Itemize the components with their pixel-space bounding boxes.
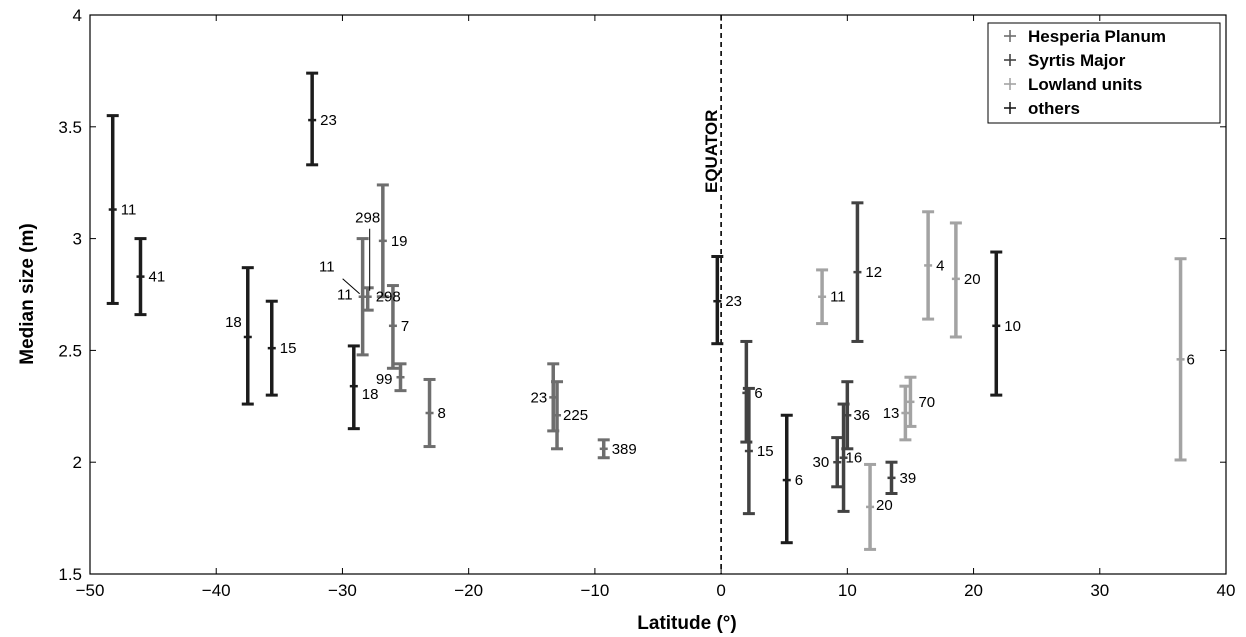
legend-entry: others bbox=[1028, 99, 1080, 118]
x-tick-label: −20 bbox=[454, 581, 483, 600]
legend-entry: Syrtis Major bbox=[1028, 51, 1126, 70]
error-bar bbox=[394, 362, 407, 393]
legend-box bbox=[987, 22, 1221, 124]
count-label: 23 bbox=[725, 293, 742, 310]
x-tick-label: 20 bbox=[964, 581, 983, 600]
count-label: 298 bbox=[355, 210, 380, 227]
count-label: 41 bbox=[148, 269, 165, 286]
error-bar bbox=[1174, 257, 1187, 462]
error-bar bbox=[551, 380, 564, 451]
error-bar bbox=[899, 384, 912, 442]
error-bar bbox=[742, 386, 755, 516]
error-bar bbox=[780, 413, 793, 545]
error-bar bbox=[922, 210, 935, 321]
count-label: 8 bbox=[438, 405, 446, 422]
legend-entry: Hesperia Planum bbox=[1028, 27, 1166, 46]
count-label: 11 bbox=[121, 202, 137, 219]
y-tick-label: 3 bbox=[73, 230, 82, 249]
equator-marker: EQUATOR bbox=[702, 15, 722, 574]
count-label: 13 bbox=[883, 405, 900, 422]
count-label: 30 bbox=[813, 454, 830, 471]
x-tick-label: 0 bbox=[716, 581, 725, 600]
error-bar bbox=[361, 286, 374, 312]
y-tick-label: 1.5 bbox=[58, 565, 82, 584]
error-bar bbox=[423, 377, 436, 449]
count-label: 7 bbox=[401, 318, 409, 335]
plot-border bbox=[89, 14, 1227, 575]
x-tick-label: −50 bbox=[76, 581, 105, 600]
count-label: 12 bbox=[865, 264, 882, 281]
error-bars bbox=[106, 71, 1187, 551]
count-label: 298 bbox=[376, 289, 401, 306]
count-label: 4 bbox=[936, 257, 944, 274]
error-bar bbox=[831, 436, 844, 489]
count-label: 11 bbox=[319, 259, 335, 276]
y-tick-label: 2 bbox=[73, 453, 82, 472]
count-label: 39 bbox=[900, 470, 917, 487]
count-label: 6 bbox=[795, 472, 803, 489]
error-bar bbox=[306, 71, 319, 167]
x-axis-title: Latitude (°) bbox=[637, 613, 736, 634]
x-tick-label: 10 bbox=[838, 581, 857, 600]
legend: Hesperia Planum Syrtis Major Lowland units… bbox=[987, 22, 1221, 124]
x-tick-label: −30 bbox=[328, 581, 357, 600]
count-label: 225 bbox=[563, 407, 588, 424]
count-label: 18 bbox=[362, 386, 379, 403]
error-bar bbox=[711, 254, 724, 346]
error-bar bbox=[134, 237, 147, 317]
error-bar bbox=[864, 462, 877, 551]
count-label: 20 bbox=[876, 497, 893, 514]
error-bar bbox=[949, 221, 962, 339]
error-bar bbox=[597, 438, 610, 460]
count-label: 11 bbox=[830, 289, 846, 306]
callout-arrow bbox=[342, 278, 360, 295]
count-label: 11 bbox=[337, 287, 353, 304]
x-tick-label: −10 bbox=[580, 581, 609, 600]
count-label: 16 bbox=[846, 450, 863, 467]
count-label: 15 bbox=[280, 340, 297, 357]
error-bar bbox=[841, 380, 854, 451]
count-label: 15 bbox=[757, 443, 774, 460]
y-tick-label: 4 bbox=[73, 6, 82, 25]
count-label: 6 bbox=[1187, 351, 1195, 368]
x-tick-label: 40 bbox=[1217, 581, 1236, 600]
count-label: 36 bbox=[853, 407, 870, 424]
x-tick-label: −40 bbox=[202, 581, 231, 600]
error-bar bbox=[885, 460, 898, 496]
count-label: 20 bbox=[964, 271, 981, 288]
count-label: 18 bbox=[225, 314, 242, 331]
y-tick-label: 2.5 bbox=[58, 341, 82, 360]
count-label: 389 bbox=[612, 441, 637, 458]
error-bar bbox=[904, 375, 917, 428]
error-bar bbox=[106, 114, 119, 305]
error-bar bbox=[265, 299, 278, 397]
y-axis-title: Median size (m) bbox=[17, 223, 38, 364]
plot-frame bbox=[89, 14, 1227, 575]
error-bar bbox=[386, 284, 399, 370]
count-label: 6 bbox=[754, 385, 762, 402]
axis-ticks: −50 −40 −30 −20 −10 0 10 20 30 40 1.5 2 2.5 3 3.5 4 bbox=[58, 6, 1235, 600]
error-bar bbox=[376, 183, 389, 299]
y-tick-label: 3.5 bbox=[58, 118, 82, 137]
count-label: 23 bbox=[531, 389, 548, 406]
count-label: 10 bbox=[1004, 318, 1021, 335]
legend-entry: Lowland units bbox=[1028, 75, 1142, 94]
x-tick-label: 30 bbox=[1090, 581, 1109, 600]
error-bar bbox=[816, 268, 829, 326]
count-label: 19 bbox=[391, 233, 408, 250]
count-label: 99 bbox=[376, 371, 393, 388]
count-label: 23 bbox=[320, 112, 337, 129]
error-bar bbox=[990, 250, 1003, 397]
count-labels: 11 298 19 7 99 8 23 225 389 6 15 30 16 36 12 39 11 20 13 70… bbox=[121, 112, 1195, 514]
count-label: 70 bbox=[918, 394, 935, 411]
error-bar bbox=[851, 201, 864, 343]
error-bar bbox=[347, 344, 360, 431]
equator-label: EQUATOR bbox=[702, 110, 721, 193]
error-bar bbox=[241, 266, 254, 406]
